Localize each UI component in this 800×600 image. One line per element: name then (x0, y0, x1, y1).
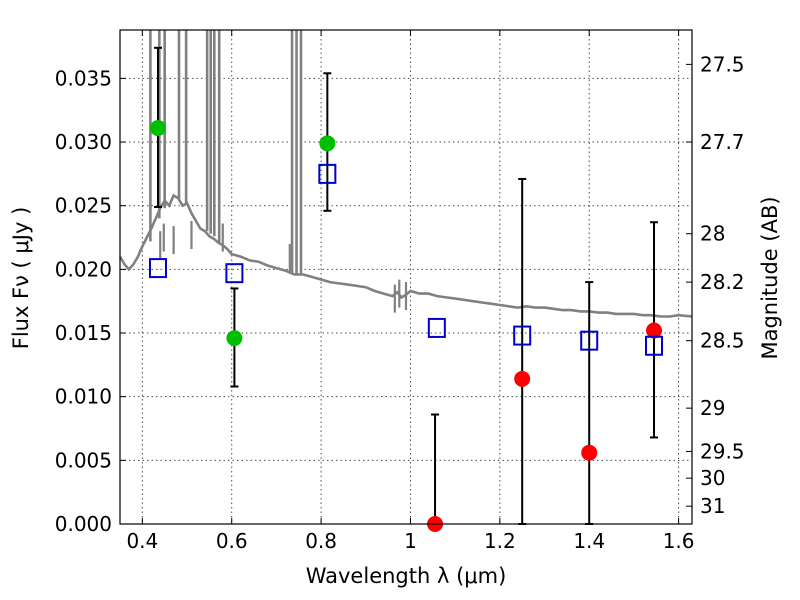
blue-square-marker (645, 335, 664, 356)
right-tick-label: 27.5 (700, 52, 745, 76)
right-tick-label: 28.2 (700, 270, 745, 294)
y-tick-label: 0.025 (55, 194, 112, 218)
x-tick-label: 1.2 (484, 529, 516, 553)
right-tick-label: 28.5 (700, 329, 745, 353)
red-circle-marker (581, 444, 598, 461)
blue-square-marker (580, 330, 599, 351)
right-tick-label: 29.5 (700, 439, 745, 463)
blue-square-marker (148, 258, 167, 279)
y-tick-label: 0.035 (55, 66, 112, 90)
y-tick-label: 0.010 (55, 385, 112, 409)
x-tick-label: 1.4 (573, 529, 605, 553)
x-tick-label: 0.6 (216, 529, 248, 553)
data-markers (148, 120, 664, 532)
x-axis-label: Wavelength λ (μm) (306, 564, 507, 588)
green-circle-marker (319, 135, 336, 152)
y-axis-label: Flux Fν ( μJy ) (9, 207, 33, 350)
model-spectrum (118, 30, 693, 318)
x-tick-label: 1 (404, 529, 417, 553)
red-circle-marker (646, 322, 663, 339)
plot-frame (119, 29, 693, 525)
x-tick-label: 0.4 (126, 529, 158, 553)
y-tick-label: 0.005 (55, 448, 112, 472)
right-tick-label: 28 (700, 222, 725, 246)
x-tick-label: 0.8 (305, 529, 337, 553)
y-tick-label: 0.030 (55, 130, 112, 154)
grid-layer (120, 30, 692, 525)
right-axis-label: Magnitude (AB) (758, 196, 782, 359)
right-tick-label: 30 (700, 466, 725, 490)
y-tick-label: 0.000 (55, 512, 112, 536)
axis-ticks: 0.4 0.6 0.8 1 1.2 1.4 1.6 0.000 0.005 0.010 0.015 0… (55, 30, 745, 553)
blue-square-marker (225, 263, 244, 284)
blue-square-marker (513, 325, 532, 346)
red-circle-marker (514, 370, 531, 387)
right-tick-label: 31 (700, 494, 725, 518)
blue-square-marker (318, 163, 337, 184)
blue-square-marker (427, 317, 446, 338)
green-circle-marker (149, 120, 166, 137)
right-tick-label: 27.7 (700, 130, 745, 154)
x-tick-label: 1.6 (663, 529, 695, 553)
green-circle-marker (226, 330, 243, 347)
right-tick-label: 29 (700, 396, 725, 420)
y-tick-label: 0.020 (55, 257, 112, 281)
y-tick-label: 0.015 (55, 321, 112, 345)
